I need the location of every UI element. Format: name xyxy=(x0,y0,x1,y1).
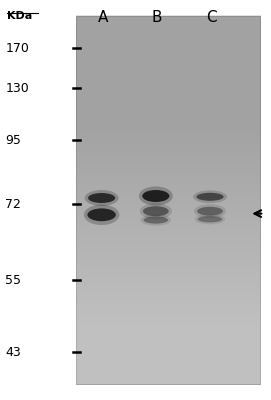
Ellipse shape xyxy=(85,190,119,206)
Ellipse shape xyxy=(87,208,116,221)
Ellipse shape xyxy=(139,186,173,206)
Text: C: C xyxy=(206,10,217,26)
Text: 72: 72 xyxy=(5,198,21,210)
Text: A: A xyxy=(98,10,108,26)
Bar xyxy=(76,16,260,384)
Text: 43: 43 xyxy=(5,346,21,358)
Ellipse shape xyxy=(143,206,169,216)
Text: KDa: KDa xyxy=(7,11,32,21)
Ellipse shape xyxy=(144,216,168,224)
Text: 170: 170 xyxy=(5,42,29,54)
Text: 130: 130 xyxy=(5,82,29,94)
Ellipse shape xyxy=(84,204,120,225)
Ellipse shape xyxy=(142,190,169,202)
Ellipse shape xyxy=(194,204,226,218)
Ellipse shape xyxy=(141,214,171,226)
Ellipse shape xyxy=(193,190,227,203)
Ellipse shape xyxy=(196,193,224,201)
Ellipse shape xyxy=(195,214,225,224)
Text: 55: 55 xyxy=(5,274,21,286)
Text: B: B xyxy=(152,10,162,26)
Ellipse shape xyxy=(197,207,223,216)
Ellipse shape xyxy=(140,203,172,219)
Text: 95: 95 xyxy=(5,134,21,146)
Ellipse shape xyxy=(88,193,115,203)
Ellipse shape xyxy=(198,216,222,222)
